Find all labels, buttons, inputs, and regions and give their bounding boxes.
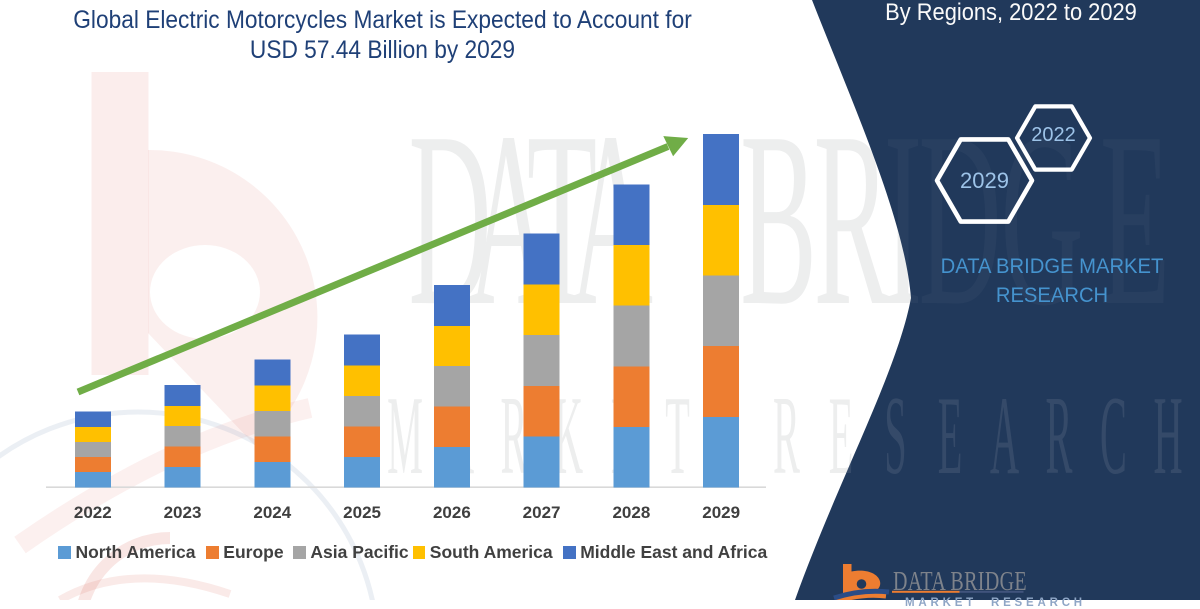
svg-text:T: T xyxy=(665,375,690,499)
svg-text:H: H xyxy=(1153,375,1182,499)
svg-text:E: E xyxy=(1100,82,1170,358)
svg-text:R: R xyxy=(773,375,800,499)
svg-text:M: M xyxy=(387,375,423,499)
svg-text:C: C xyxy=(1100,375,1127,499)
svg-text:A: A xyxy=(990,375,1019,499)
svg-text:S: S xyxy=(884,375,906,499)
svg-text:B: B xyxy=(740,82,817,358)
svg-text:E: E xyxy=(938,375,963,499)
svg-text:R: R xyxy=(1046,375,1073,499)
svg-text:R: R xyxy=(501,375,528,499)
